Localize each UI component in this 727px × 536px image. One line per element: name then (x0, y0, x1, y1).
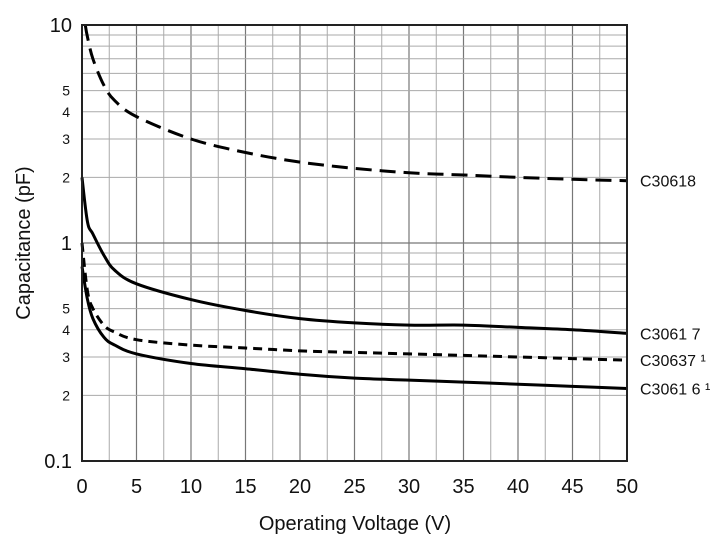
series-line-c30618 (83, 24, 628, 183)
x-tick-label: 40 (507, 476, 529, 498)
y-tick-label: 4 (62, 322, 70, 338)
y-tick-label: 4 (62, 104, 70, 120)
series-group (80, 24, 628, 390)
x-tick-label: 20 (289, 476, 311, 498)
series-label-c30637: C30637 ¹ (640, 353, 706, 370)
axes (81, 24, 628, 462)
x-tick-label: 5 (131, 476, 142, 498)
plot-frame (81, 24, 628, 462)
y-tick-label: 2 (62, 387, 70, 403)
x-tick-label: 50 (616, 476, 638, 498)
series-label-c30616: C3061 6 ¹ (640, 382, 710, 399)
y-tick-label: 2 (62, 169, 70, 185)
series-line-c30616 (80, 266, 628, 390)
x-tick-label: 10 (180, 476, 202, 498)
series-label-c30617: C3061 7 (640, 326, 701, 343)
y-tick-label: 3 (62, 349, 70, 365)
y-tick-label: 1 (61, 233, 72, 255)
y-tick-label: 5 (62, 83, 70, 99)
series-line-c30617 (80, 177, 628, 335)
x-tick-label: 35 (452, 476, 474, 498)
y-tick-label: 3 (62, 131, 70, 147)
x-tick-label: 25 (343, 476, 365, 498)
x-tick-label: 45 (561, 476, 583, 498)
x-axis-title: Operating Voltage (V) (259, 513, 451, 535)
x-tick-label: 0 (76, 476, 87, 498)
series-line-c30637 (80, 242, 628, 362)
y-axis-title: Capacitance (pF) (13, 166, 35, 319)
series-labels: C30618 C3061 7 C30637 ¹ C3061 6 ¹ (640, 174, 710, 399)
series-label-c30618: C30618 (640, 174, 696, 191)
grid (81, 24, 628, 462)
x-tick-label: 15 (234, 476, 256, 498)
x-tick-label: 30 (398, 476, 420, 498)
y-tick-label: 5 (62, 301, 70, 317)
y-tick-label: 10 (50, 15, 72, 37)
y-tick-label: 0.1 (44, 451, 72, 473)
